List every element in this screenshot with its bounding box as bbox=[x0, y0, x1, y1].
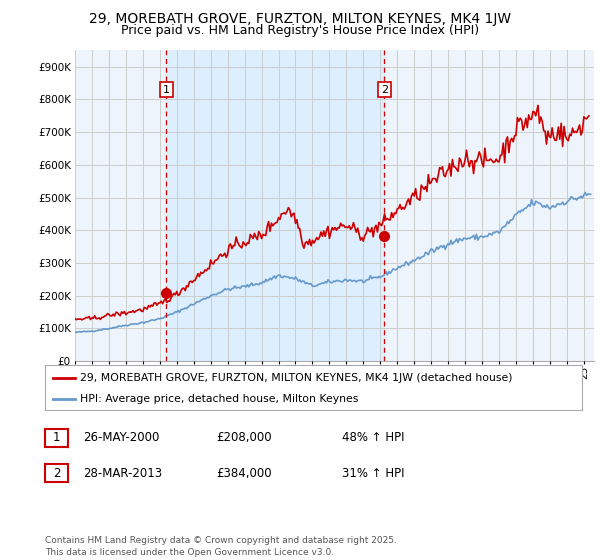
Text: £384,000: £384,000 bbox=[216, 466, 272, 480]
Text: 29, MOREBATH GROVE, FURZTON, MILTON KEYNES, MK4 1JW (detached house): 29, MOREBATH GROVE, FURZTON, MILTON KEYN… bbox=[80, 372, 512, 382]
Text: Contains HM Land Registry data © Crown copyright and database right 2025.
This d: Contains HM Land Registry data © Crown c… bbox=[45, 536, 397, 557]
Text: 1: 1 bbox=[53, 431, 60, 445]
Text: 2: 2 bbox=[53, 466, 60, 480]
Text: 29, MOREBATH GROVE, FURZTON, MILTON KEYNES, MK4 1JW: 29, MOREBATH GROVE, FURZTON, MILTON KEYN… bbox=[89, 12, 511, 26]
Text: 28-MAR-2013: 28-MAR-2013 bbox=[83, 466, 162, 480]
Text: 26-MAY-2000: 26-MAY-2000 bbox=[83, 431, 159, 445]
Text: 2: 2 bbox=[380, 85, 388, 95]
Text: 1: 1 bbox=[163, 85, 170, 95]
Text: HPI: Average price, detached house, Milton Keynes: HPI: Average price, detached house, Milt… bbox=[80, 394, 358, 404]
Text: 48% ↑ HPI: 48% ↑ HPI bbox=[342, 431, 404, 445]
Text: £208,000: £208,000 bbox=[216, 431, 272, 445]
Text: Price paid vs. HM Land Registry's House Price Index (HPI): Price paid vs. HM Land Registry's House … bbox=[121, 24, 479, 36]
Bar bbox=[166, 50, 384, 361]
Text: 31% ↑ HPI: 31% ↑ HPI bbox=[342, 466, 404, 480]
